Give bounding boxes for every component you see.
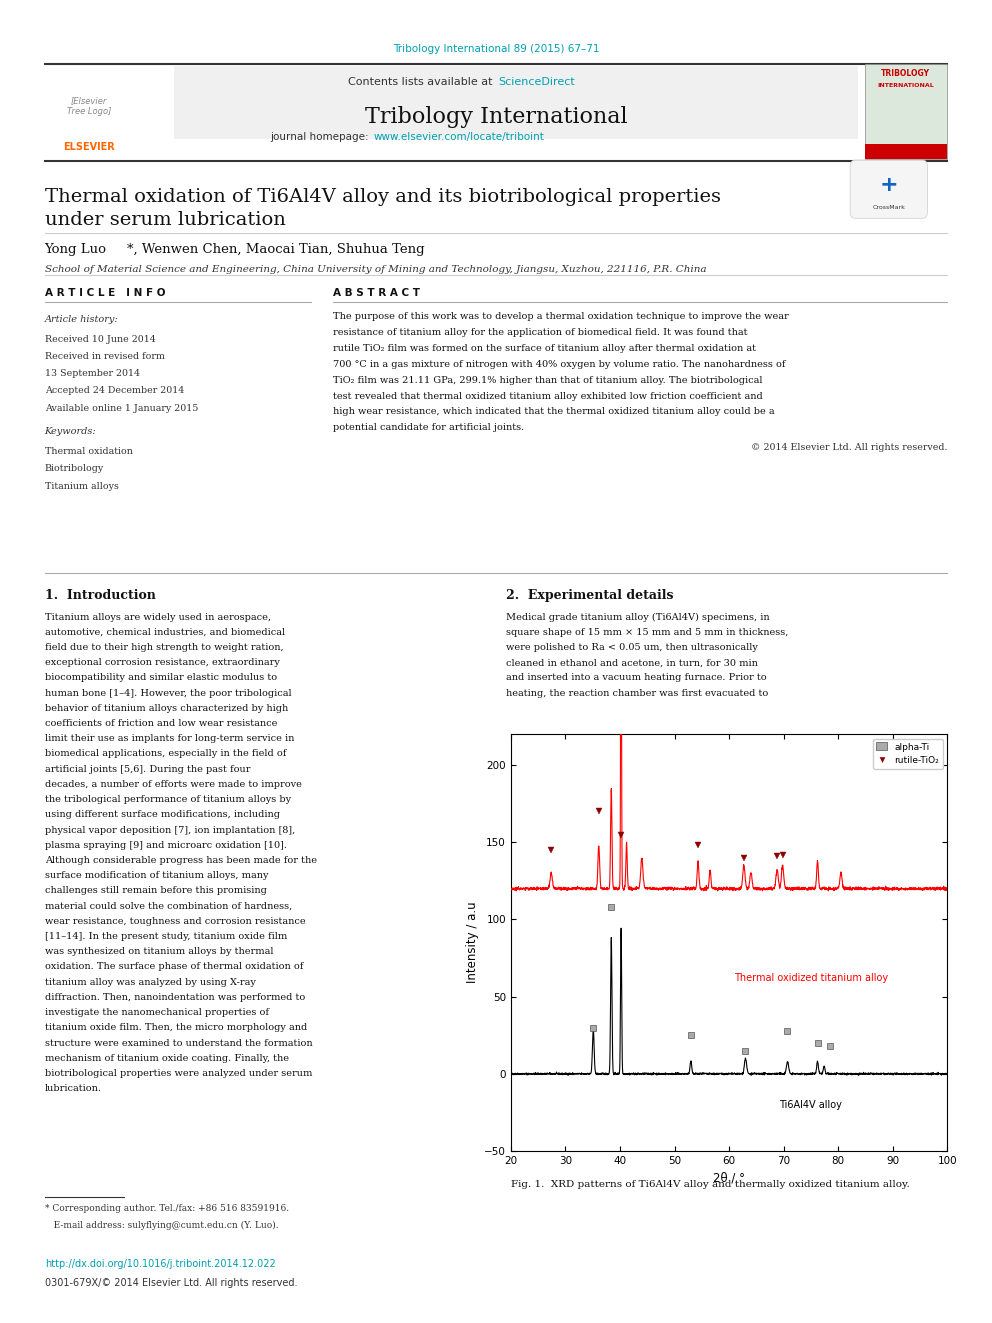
Text: automotive, chemical industries, and biomedical: automotive, chemical industries, and bio… (45, 627, 285, 636)
Text: Medical grade titanium alloy (Ti6Al4V) specimens, in: Medical grade titanium alloy (Ti6Al4V) s… (506, 613, 770, 622)
Text: INTERNATIONAL: INTERNATIONAL (877, 83, 934, 89)
Text: material could solve the combination of hardness,: material could solve the combination of … (45, 902, 292, 910)
Text: Thermal oxidation of Ti6Al4V alloy and its biotribological properties
under seru: Thermal oxidation of Ti6Al4V alloy and i… (45, 188, 720, 229)
FancyBboxPatch shape (865, 64, 947, 159)
Text: ELSEVIER: ELSEVIER (63, 142, 115, 152)
Text: Thermal oxidized titanium alloy: Thermal oxidized titanium alloy (734, 974, 888, 983)
Text: Fig. 1.  XRD patterns of Ti6Al4V alloy and thermally oxidized titanium alloy.: Fig. 1. XRD patterns of Ti6Al4V alloy an… (511, 1180, 910, 1189)
Text: A R T I C L E   I N F O: A R T I C L E I N F O (45, 288, 165, 299)
Text: Ti6Al4V alloy: Ti6Al4V alloy (780, 1099, 842, 1110)
Text: Titanium alloys: Titanium alloys (45, 482, 118, 491)
Text: potential candidate for artificial joints.: potential candidate for artificial joint… (332, 423, 524, 433)
Text: cleaned in ethanol and acetone, in turn, for 30 min: cleaned in ethanol and acetone, in turn,… (506, 658, 758, 667)
Text: CrossMark: CrossMark (872, 205, 906, 210)
Text: biocompatibility and similar elastic modulus to: biocompatibility and similar elastic mod… (45, 673, 277, 683)
Text: Titanium alloys are widely used in aerospace,: Titanium alloys are widely used in aeros… (45, 613, 271, 622)
Text: © 2014 Elsevier Ltd. All rights reserved.: © 2014 Elsevier Ltd. All rights reserved… (751, 443, 947, 452)
Text: Although considerable progress has been made for the: Although considerable progress has been … (45, 856, 316, 865)
Text: diffraction. Then, nanoindentation was performed to: diffraction. Then, nanoindentation was p… (45, 992, 305, 1002)
Text: Contents lists available at: Contents lists available at (348, 77, 496, 87)
Text: Keywords:: Keywords: (45, 427, 96, 437)
Text: using different surface modifications, including: using different surface modifications, i… (45, 810, 280, 819)
Text: * Corresponding author. Tel./fax: +86 516 83591916.: * Corresponding author. Tel./fax: +86 51… (45, 1204, 289, 1213)
Text: lubrication.: lubrication. (45, 1085, 101, 1093)
Text: were polished to Ra < 0.05 um, then ultrasonically: were polished to Ra < 0.05 um, then ultr… (506, 643, 758, 652)
Text: was synthesized on titanium alloys by thermal: was synthesized on titanium alloys by th… (45, 947, 273, 957)
Text: Tribology International 89 (2015) 67–71: Tribology International 89 (2015) 67–71 (393, 44, 599, 54)
Text: *, Wenwen Chen, Maocai Tian, Shuhua Teng: *, Wenwen Chen, Maocai Tian, Shuhua Teng (127, 243, 425, 257)
Text: and inserted into a vacuum heating furnace. Prior to: and inserted into a vacuum heating furna… (506, 673, 767, 683)
Text: biomedical applications, especially in the field of: biomedical applications, especially in t… (45, 749, 286, 758)
Text: artificial joints [5,6]. During the past four: artificial joints [5,6]. During the past… (45, 765, 250, 774)
Y-axis label: Intensity / a.u: Intensity / a.u (465, 902, 478, 983)
Text: Biotribology: Biotribology (45, 464, 104, 474)
Text: Available online 1 January 2015: Available online 1 January 2015 (45, 404, 198, 413)
Text: plasma spraying [9] and microarc oxidation [10].: plasma spraying [9] and microarc oxidati… (45, 841, 287, 849)
Text: journal homepage:: journal homepage: (270, 132, 372, 143)
Text: A B S T R A C T: A B S T R A C T (332, 288, 420, 299)
Text: investigate the nanomechanical properties of: investigate the nanomechanical propertie… (45, 1008, 269, 1017)
Text: 0301-679X/© 2014 Elsevier Ltd. All rights reserved.: 0301-679X/© 2014 Elsevier Ltd. All right… (45, 1278, 298, 1289)
Text: biotribological properties were analyzed under serum: biotribological properties were analyzed… (45, 1069, 312, 1078)
Text: TRIBOLOGY: TRIBOLOGY (881, 69, 930, 78)
Text: structure were examined to understand the formation: structure were examined to understand th… (45, 1039, 312, 1048)
Text: field due to their high strength to weight ration,: field due to their high strength to weig… (45, 643, 284, 652)
Text: 2.  Experimental details: 2. Experimental details (506, 589, 674, 602)
Text: Thermal oxidation: Thermal oxidation (45, 447, 133, 456)
Text: [Elsevier
Tree Logo]: [Elsevier Tree Logo] (67, 97, 111, 115)
Text: wear resistance, toughness and corrosion resistance: wear resistance, toughness and corrosion… (45, 917, 306, 926)
X-axis label: 2θ / °: 2θ / ° (713, 1171, 745, 1184)
Text: surface modification of titanium alloys, many: surface modification of titanium alloys,… (45, 871, 268, 880)
Text: high wear resistance, which indicated that the thermal oxidized titanium alloy c: high wear resistance, which indicated th… (332, 407, 775, 417)
Text: heating, the reaction chamber was first evacuated to: heating, the reaction chamber was first … (506, 688, 768, 697)
Text: ScienceDirect: ScienceDirect (498, 77, 574, 87)
Text: 1.  Introduction: 1. Introduction (45, 589, 156, 602)
Text: rutile TiO₂ film was formed on the surface of titanium alloy after thermal oxida: rutile TiO₂ film was formed on the surfa… (332, 344, 756, 353)
Text: exceptional corrosion resistance, extraordinary: exceptional corrosion resistance, extrao… (45, 658, 280, 667)
Text: challenges still remain before this promising: challenges still remain before this prom… (45, 886, 267, 896)
Text: titanium oxide film. Then, the micro morphology and: titanium oxide film. Then, the micro mor… (45, 1024, 307, 1032)
Text: +: + (880, 175, 898, 196)
Text: 13 September 2014: 13 September 2014 (45, 369, 140, 378)
Text: behavior of titanium alloys characterized by high: behavior of titanium alloys characterize… (45, 704, 288, 713)
Text: [11–14]. In the present study, titanium oxide film: [11–14]. In the present study, titanium … (45, 931, 287, 941)
FancyBboxPatch shape (850, 160, 928, 218)
Text: resistance of titanium alloy for the application of biomedical field. It was fou: resistance of titanium alloy for the app… (332, 328, 747, 337)
Text: limit their use as implants for long-term service in: limit their use as implants for long-ter… (45, 734, 294, 744)
Text: human bone [1–4]. However, the poor tribological: human bone [1–4]. However, the poor trib… (45, 688, 292, 697)
Text: test revealed that thermal oxidized titanium alloy exhibited low friction coeffi: test revealed that thermal oxidized tita… (332, 392, 763, 401)
Text: mechanism of titanium oxide coating. Finally, the: mechanism of titanium oxide coating. Fin… (45, 1054, 289, 1062)
Text: TiO₂ film was 21.11 GPa, 299.1% higher than that of titanium alloy. The biotribo: TiO₂ film was 21.11 GPa, 299.1% higher t… (332, 376, 762, 385)
Text: School of Material Science and Engineering, China University of Mining and Techn: School of Material Science and Engineeri… (45, 265, 706, 274)
Text: oxidation. The surface phase of thermal oxidation of: oxidation. The surface phase of thermal … (45, 963, 303, 971)
FancyBboxPatch shape (865, 144, 947, 159)
Text: the tribological performance of titanium alloys by: the tribological performance of titanium… (45, 795, 291, 804)
Text: coefficients of friction and low wear resistance: coefficients of friction and low wear re… (45, 718, 277, 728)
Text: Tribology International: Tribology International (365, 106, 627, 128)
Legend: alpha-Ti, rutile-TiO₂: alpha-Ti, rutile-TiO₂ (873, 738, 942, 769)
Text: physical vapor deposition [7], ion implantation [8],: physical vapor deposition [7], ion impla… (45, 826, 295, 835)
Text: square shape of 15 mm × 15 mm and 5 mm in thickness,: square shape of 15 mm × 15 mm and 5 mm i… (506, 627, 789, 636)
Text: Yong Luo: Yong Luo (45, 243, 111, 257)
FancyBboxPatch shape (174, 66, 858, 139)
Text: decades, a number of efforts were made to improve: decades, a number of efforts were made t… (45, 779, 302, 789)
Text: http://dx.doi.org/10.1016/j.triboint.2014.12.022: http://dx.doi.org/10.1016/j.triboint.201… (45, 1259, 276, 1270)
Text: Article history:: Article history: (45, 315, 118, 324)
Text: 700 °C in a gas mixture of nitrogen with 40% oxygen by volume ratio. The nanohar: 700 °C in a gas mixture of nitrogen with… (332, 360, 786, 369)
Text: www.elsevier.com/locate/triboint: www.elsevier.com/locate/triboint (374, 132, 545, 143)
Text: Accepted 24 December 2014: Accepted 24 December 2014 (45, 386, 184, 396)
Text: Received in revised form: Received in revised form (45, 352, 165, 361)
Text: Received 10 June 2014: Received 10 June 2014 (45, 335, 156, 344)
Text: The purpose of this work was to develop a thermal oxidation technique to improve: The purpose of this work was to develop … (332, 312, 789, 321)
Text: titanium alloy was analyzed by using X-ray: titanium alloy was analyzed by using X-r… (45, 978, 256, 987)
Text: E-mail address: sulyflying@cumt.edu.cn (Y. Luo).: E-mail address: sulyflying@cumt.edu.cn (… (45, 1221, 279, 1230)
